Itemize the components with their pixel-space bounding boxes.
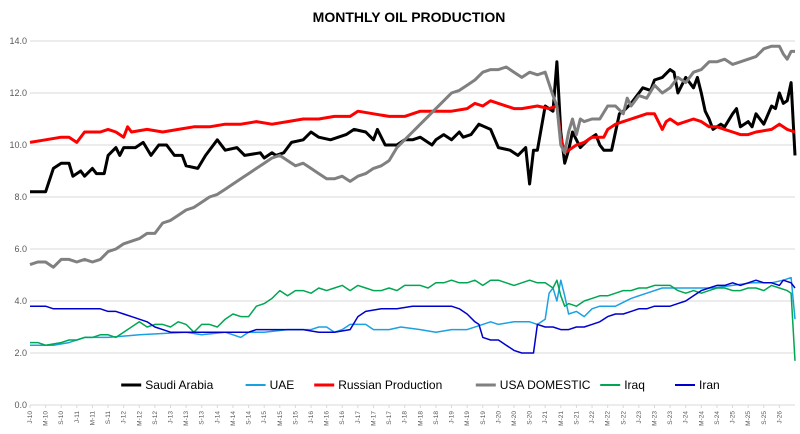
x-tick-label: M-16 bbox=[324, 411, 331, 426]
x-tick-label: J-18 bbox=[402, 411, 409, 424]
x-tick-label: M-25 bbox=[745, 411, 752, 426]
x-tick-label: M-18 bbox=[417, 411, 424, 426]
series-line-usa-domestic bbox=[29, 44, 795, 269]
x-tick-label: M-11 bbox=[89, 411, 96, 426]
x-tick-label: S-19 bbox=[480, 411, 487, 425]
x-tick-label: S-21 bbox=[573, 411, 580, 425]
x-tick-label: J-23 bbox=[636, 411, 643, 424]
x-tick-label: M-13 bbox=[183, 411, 190, 426]
legend-label-iraq: Iraq bbox=[624, 378, 645, 392]
x-tick-label: S-10 bbox=[58, 411, 65, 425]
y-tick-label: 8.0 bbox=[14, 192, 27, 202]
y-tick-label: 4.0 bbox=[14, 296, 27, 306]
legend-label-iran: Iran bbox=[699, 378, 720, 392]
chart-title: MONTHLY OIL PRODUCTION bbox=[313, 9, 506, 25]
series-line-iran bbox=[30, 279, 796, 354]
series-line-iraq bbox=[30, 279, 796, 361]
x-tick-label: S-12 bbox=[152, 411, 159, 425]
x-tick-label: J-17 bbox=[355, 411, 362, 424]
x-tick-label: S-15 bbox=[292, 411, 299, 425]
legend-label-uae: UAE bbox=[270, 378, 295, 392]
x-tick-label: S-25 bbox=[761, 411, 768, 425]
series-line-russian-production bbox=[29, 99, 796, 155]
x-tick-label: J-10 bbox=[27, 411, 34, 424]
x-tick-label: S-23 bbox=[667, 411, 674, 425]
x-tick-label: S-14 bbox=[246, 411, 253, 425]
x-tick-label: S-16 bbox=[339, 411, 346, 425]
y-tick-label: 14.0 bbox=[9, 36, 27, 46]
legend-label-russian-production: Russian Production bbox=[338, 378, 442, 392]
x-tick-label: S-13 bbox=[199, 411, 206, 425]
x-tick-label: M-22 bbox=[605, 411, 612, 426]
x-tick-label: M-14 bbox=[230, 411, 237, 426]
x-tick-label: M-23 bbox=[651, 411, 658, 426]
x-tick-label: J-24 bbox=[683, 411, 690, 424]
legend-label-usa-domestic: USA DOMESTIC bbox=[500, 378, 591, 392]
x-tick-label: M-12 bbox=[136, 411, 143, 426]
x-tick-label: J-12 bbox=[121, 411, 128, 424]
x-tick-label: S-22 bbox=[620, 411, 627, 425]
x-tick-label: J-11 bbox=[74, 411, 81, 424]
x-tick-label: S-24 bbox=[714, 411, 721, 425]
x-tick-label: J-20 bbox=[495, 411, 502, 424]
x-tick-label: M-20 bbox=[511, 411, 518, 426]
x-axis-tick-labels: J-10 M-10 S-10 J-11 M-11 S-11 J-12 M-12 S-12 J-13… bbox=[27, 405, 783, 426]
x-tick-label: J-25 bbox=[730, 411, 737, 424]
x-tick-label: M-10 bbox=[43, 411, 50, 426]
y-tick-label: 6.0 bbox=[14, 244, 27, 254]
x-tick-label: M-17 bbox=[370, 411, 377, 426]
y-tick-label: 10.0 bbox=[9, 140, 27, 150]
x-tick-label: J-14 bbox=[214, 411, 221, 424]
series-line-uae bbox=[30, 276, 796, 346]
x-tick-label: M-24 bbox=[698, 411, 705, 426]
y-tick-label: 0.0 bbox=[14, 400, 27, 410]
legend: Saudi Arabia UAE Russian Production USA DOM… bbox=[121, 378, 720, 392]
x-tick-label: J-15 bbox=[261, 411, 268, 424]
x-tick-label: S-17 bbox=[386, 411, 393, 425]
series-line-saudi-arabia bbox=[30, 60, 797, 194]
y-tick-label: 12.0 bbox=[9, 88, 27, 98]
x-tick-label: S-11 bbox=[105, 411, 112, 425]
y-axis-tick-labels: 0.0 2.0 4.0 6.0 8.0 10.0 12.0 14.0 bbox=[9, 36, 27, 410]
x-tick-label: J-13 bbox=[168, 411, 175, 424]
x-tick-label: S-20 bbox=[527, 411, 534, 425]
x-tick-label: J-22 bbox=[589, 411, 596, 424]
x-tick-label: J-19 bbox=[449, 411, 456, 424]
x-tick-label: J-21 bbox=[542, 411, 549, 424]
x-tick-label: S-18 bbox=[433, 411, 440, 425]
x-tick-label: M-15 bbox=[277, 411, 284, 426]
x-tick-label: J-16 bbox=[308, 411, 315, 424]
x-tick-label: J-26 bbox=[776, 411, 783, 424]
x-tick-label: M-19 bbox=[464, 411, 471, 426]
series-lines bbox=[29, 44, 797, 361]
y-tick-label: 2.0 bbox=[14, 348, 27, 358]
legend-label-saudi-arabia: Saudi Arabia bbox=[145, 378, 213, 392]
x-tick-label: M-21 bbox=[558, 411, 565, 426]
